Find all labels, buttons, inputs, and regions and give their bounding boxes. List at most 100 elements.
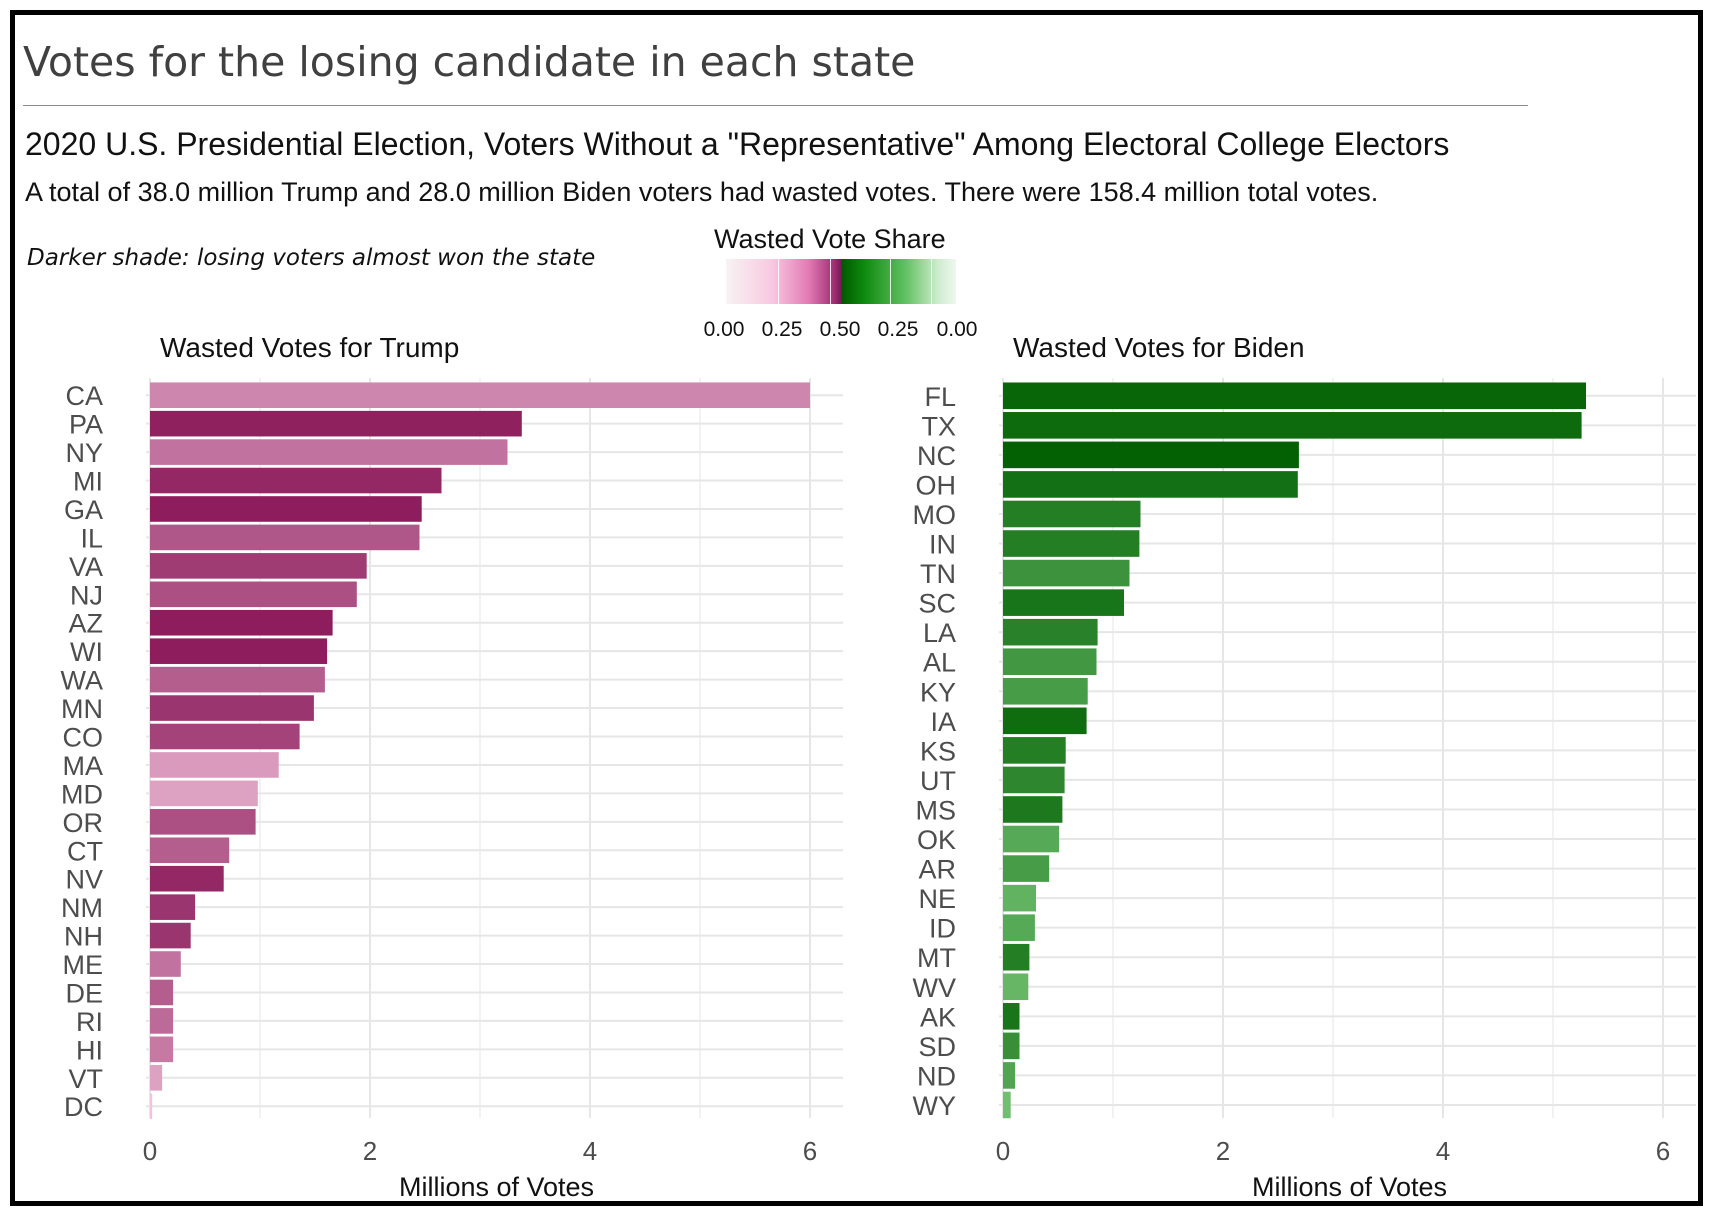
trump-bar-nj (150, 582, 357, 608)
trump-state-label: NH (64, 922, 103, 952)
trump-bar-mi (150, 468, 442, 494)
biden-state-label: KS (920, 736, 956, 766)
biden-bar-nc (1003, 442, 1299, 469)
trump-state-label: DE (65, 978, 103, 1008)
biden-state-label: AK (920, 1002, 956, 1032)
trump-bar-va (150, 553, 367, 579)
biden-bar-in (1003, 530, 1139, 557)
trump-bar-wi (150, 638, 327, 664)
biden-bar-sd (1003, 1033, 1020, 1060)
trump-bar-ny (150, 439, 508, 465)
trump-state-label: VT (68, 1064, 103, 1094)
trump-state-label: MA (63, 751, 104, 781)
biden-bar-ut (1003, 767, 1065, 794)
trump-x-tick-label: 2 (363, 1136, 377, 1166)
trump-state-label: NM (61, 893, 103, 923)
biden-bar-mt (1003, 944, 1029, 971)
trump-x-axis-label: Millions of Votes (399, 1172, 594, 1202)
biden-bar-id (1003, 914, 1035, 941)
trump-state-label: RI (76, 1007, 103, 1037)
trump-state-label: CT (67, 836, 103, 866)
biden-bar-wy (1003, 1092, 1011, 1119)
biden-bar-al (1003, 648, 1097, 675)
trump-bar-vt (150, 1065, 162, 1091)
biden-x-tick-label: 2 (1216, 1136, 1230, 1166)
trump-state-label: AZ (68, 609, 103, 639)
biden-x-tick-label: 0 (996, 1136, 1010, 1166)
biden-bar-la (1003, 619, 1098, 646)
biden-state-label: LA (923, 618, 956, 648)
biden-bar-ak (1003, 1003, 1020, 1030)
biden-bar-nd (1003, 1062, 1015, 1089)
trump-bar-ri (150, 1008, 173, 1034)
biden-panel-title: Wasted Votes for Biden (1013, 332, 1305, 363)
trump-x-tick-label: 0 (143, 1136, 157, 1166)
trump-state-label: MD (61, 779, 103, 809)
trump-state-label: IL (80, 523, 103, 553)
trump-panel-title: Wasted Votes for Trump (160, 332, 459, 363)
biden-state-label: NC (917, 441, 956, 471)
trump-bar-ct (150, 837, 229, 863)
trump-bar-hi (150, 1037, 173, 1063)
trump-state-label: ME (63, 950, 104, 980)
biden-bar-mo (1003, 501, 1141, 528)
biden-state-label: OH (916, 470, 957, 500)
trump-state-label: GA (64, 495, 103, 525)
biden-bar-ia (1003, 708, 1087, 735)
trump-state-label: NJ (70, 580, 103, 610)
biden-bar-sc (1003, 589, 1124, 616)
biden-state-label: TN (920, 559, 956, 589)
trump-bar-or (150, 809, 256, 835)
biden-state-label: ND (917, 1061, 956, 1091)
biden-state-label: MT (917, 943, 956, 973)
trump-state-label: WI (70, 637, 103, 667)
trump-bar-de (150, 980, 173, 1006)
trump-state-label: VA (69, 552, 103, 582)
trump-state-label: HI (76, 1035, 103, 1065)
trump-bar-mn (150, 695, 314, 721)
trump-state-label: CA (65, 381, 103, 411)
biden-bar-ok (1003, 826, 1059, 853)
trump-bar-ca (150, 382, 810, 408)
biden-bar-tn (1003, 560, 1130, 587)
biden-state-label: AR (918, 855, 956, 885)
biden-x-tick-label: 6 (1656, 1136, 1670, 1166)
biden-bar-ms (1003, 796, 1062, 823)
trump-bar-dc (150, 1093, 152, 1119)
trump-state-label: DC (64, 1092, 103, 1122)
trump-x-tick-label: 6 (803, 1136, 817, 1166)
trump-bar-me (150, 951, 181, 977)
trump-state-label: PA (69, 410, 103, 440)
trump-bar-il (150, 525, 420, 551)
biden-state-label: AL (923, 648, 956, 678)
biden-bar-tx (1003, 412, 1582, 439)
biden-x-tick-label: 4 (1436, 1136, 1450, 1166)
trump-bar-pa (150, 411, 522, 437)
biden-state-label: NE (918, 884, 956, 914)
biden-state-label: ID (929, 914, 956, 944)
trump-state-label: NY (65, 438, 103, 468)
trump-state-label: MI (73, 467, 103, 497)
biden-bar-ne (1003, 885, 1036, 912)
biden-state-label: MO (913, 500, 957, 530)
biden-state-label: WV (913, 973, 957, 1003)
biden-bar-wv (1003, 973, 1028, 1000)
trump-bar-ga (150, 496, 422, 522)
biden-state-label: KY (920, 677, 956, 707)
biden-state-label: IN (929, 530, 956, 560)
biden-state-label: SC (918, 589, 956, 619)
trump-state-label: NV (65, 865, 103, 895)
biden-state-label: OK (917, 825, 956, 855)
biden-bar-ar (1003, 855, 1049, 882)
trump-bar-nh (150, 923, 191, 949)
biden-state-label: TX (921, 411, 956, 441)
biden-state-label: IA (930, 707, 956, 737)
trump-bar-az (150, 610, 333, 636)
trump-x-tick-label: 4 (583, 1136, 597, 1166)
trump-state-label: MN (61, 694, 103, 724)
biden-x-axis-label: Millions of Votes (1252, 1172, 1447, 1202)
trump-bar-wa (150, 667, 325, 693)
biden-bar-oh (1003, 471, 1298, 498)
trump-bar-md (150, 781, 258, 807)
